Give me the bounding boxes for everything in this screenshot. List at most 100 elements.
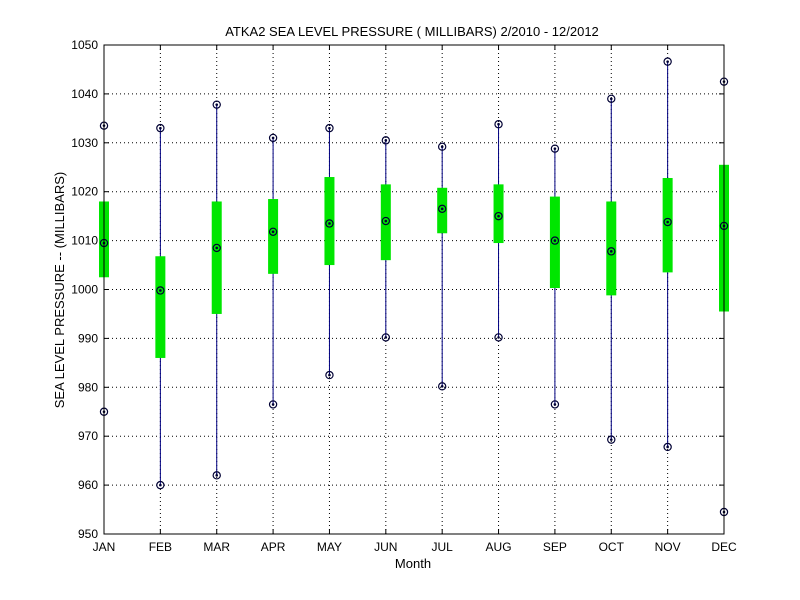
iqr-box: [549, 196, 560, 289]
min-marker: [268, 400, 278, 409]
y-tick-label: 970: [78, 429, 98, 443]
iqr-box: [155, 256, 166, 358]
max-marker: [550, 144, 560, 153]
median-marker: [268, 227, 278, 236]
max-marker: [268, 133, 278, 143]
x-axis-label: Month: [395, 556, 431, 571]
min-marker-dot: [328, 373, 331, 377]
min-marker-dot: [553, 403, 557, 406]
y-tick-label: 1040: [71, 87, 98, 101]
max-marker-dot: [271, 136, 275, 140]
x-tick-label: FEB: [149, 540, 172, 554]
min-marker-dot: [440, 385, 444, 388]
median-marker: [156, 286, 165, 295]
x-tick-label: AUG: [486, 540, 512, 554]
median-marker: [325, 219, 334, 228]
median-marker: [550, 236, 560, 245]
max-marker: [212, 100, 221, 109]
min-marker-dot: [497, 336, 500, 339]
min-marker-dot: [609, 438, 613, 441]
iqr-box: [493, 184, 504, 244]
min-marker-dot: [159, 483, 162, 487]
max-marker-dot: [384, 139, 388, 142]
y-tick-label: 1010: [71, 234, 98, 248]
median-marker: [607, 247, 616, 256]
max-marker-dot: [553, 147, 557, 150]
tick-layer: 950 960 970 980 990 1000 1010 1020 1030 1040 1050 J…: [71, 38, 737, 554]
median-marker-dot: [271, 230, 275, 234]
y-tick-label: 1050: [71, 38, 98, 52]
x-tick-label: NOV: [655, 540, 681, 554]
x-tick-label: DEC: [711, 540, 737, 554]
y-tick-label: 960: [78, 478, 98, 492]
max-marker: [325, 123, 334, 133]
box-nov: [662, 57, 673, 452]
min-marker: [550, 400, 560, 409]
min-marker: [156, 480, 165, 490]
median-marker-dot: [215, 246, 219, 250]
max-marker: [381, 136, 391, 145]
median-marker-dot: [609, 250, 613, 253]
max-marker-dot: [328, 126, 331, 130]
median-marker: [437, 204, 447, 214]
box-sep: [549, 144, 560, 409]
min-marker: [437, 382, 447, 391]
min-marker-dot: [384, 336, 388, 339]
y-tick-label: 1030: [71, 136, 98, 150]
box-apr: [268, 133, 279, 409]
max-marker-dot: [609, 97, 613, 101]
median-marker: [381, 216, 391, 226]
median-marker: [212, 243, 221, 253]
min-marker: [494, 333, 503, 342]
y-tick-label: 980: [78, 380, 98, 394]
median-marker-dot: [440, 207, 444, 211]
plot-frame: [103, 44, 725, 535]
iqr-box: [324, 177, 335, 266]
max-marker-dot: [159, 126, 162, 130]
min-marker-dot: [215, 474, 219, 477]
x-tick-label: SEP: [543, 540, 567, 554]
max-marker: [607, 94, 616, 103]
grid-layer: [104, 45, 724, 534]
min-marker: [663, 442, 672, 452]
y-tick-label: 990: [78, 331, 98, 345]
x-tick-label: MAY: [317, 540, 342, 554]
data-layer: [99, 57, 729, 517]
max-marker-dot: [666, 60, 669, 63]
median-marker-dot: [497, 214, 500, 218]
iqr-box: [268, 199, 279, 274]
x-tick-label: OCT: [599, 540, 625, 554]
y-tick-label: 1020: [71, 185, 98, 199]
median-marker-dot: [328, 222, 331, 225]
x-tick-label: MAR: [203, 540, 230, 554]
box-may: [324, 123, 335, 380]
x-tick-label: JUN: [374, 540, 397, 554]
min-marker: [325, 370, 334, 380]
max-marker: [494, 120, 503, 129]
median-marker: [494, 211, 503, 221]
box-oct: [606, 94, 617, 444]
chart-title: ATKA2 SEA LEVEL PRESSURE ( MILLIBARS) 2/…: [225, 24, 599, 39]
median-marker: [663, 217, 672, 227]
box-aug: [493, 120, 504, 342]
median-marker-dot: [553, 239, 557, 242]
box-jun: [380, 136, 391, 342]
max-marker: [437, 142, 447, 151]
min-marker: [212, 471, 221, 480]
box-mar: [211, 100, 222, 480]
iqr-box: [437, 187, 448, 234]
box-feb: [155, 123, 166, 490]
max-marker: [156, 123, 165, 133]
median-marker-dot: [666, 220, 669, 224]
median-marker-dot: [159, 289, 162, 292]
min-marker: [381, 333, 391, 342]
box-jul: [437, 142, 448, 391]
max-marker: [663, 57, 672, 66]
x-tick-label: APR: [261, 540, 286, 554]
min-marker: [607, 435, 616, 444]
max-marker-dot: [497, 122, 500, 126]
max-marker-dot: [215, 103, 219, 106]
max-marker-dot: [440, 145, 444, 149]
min-marker-dot: [666, 445, 669, 449]
min-marker-dot: [271, 403, 275, 406]
